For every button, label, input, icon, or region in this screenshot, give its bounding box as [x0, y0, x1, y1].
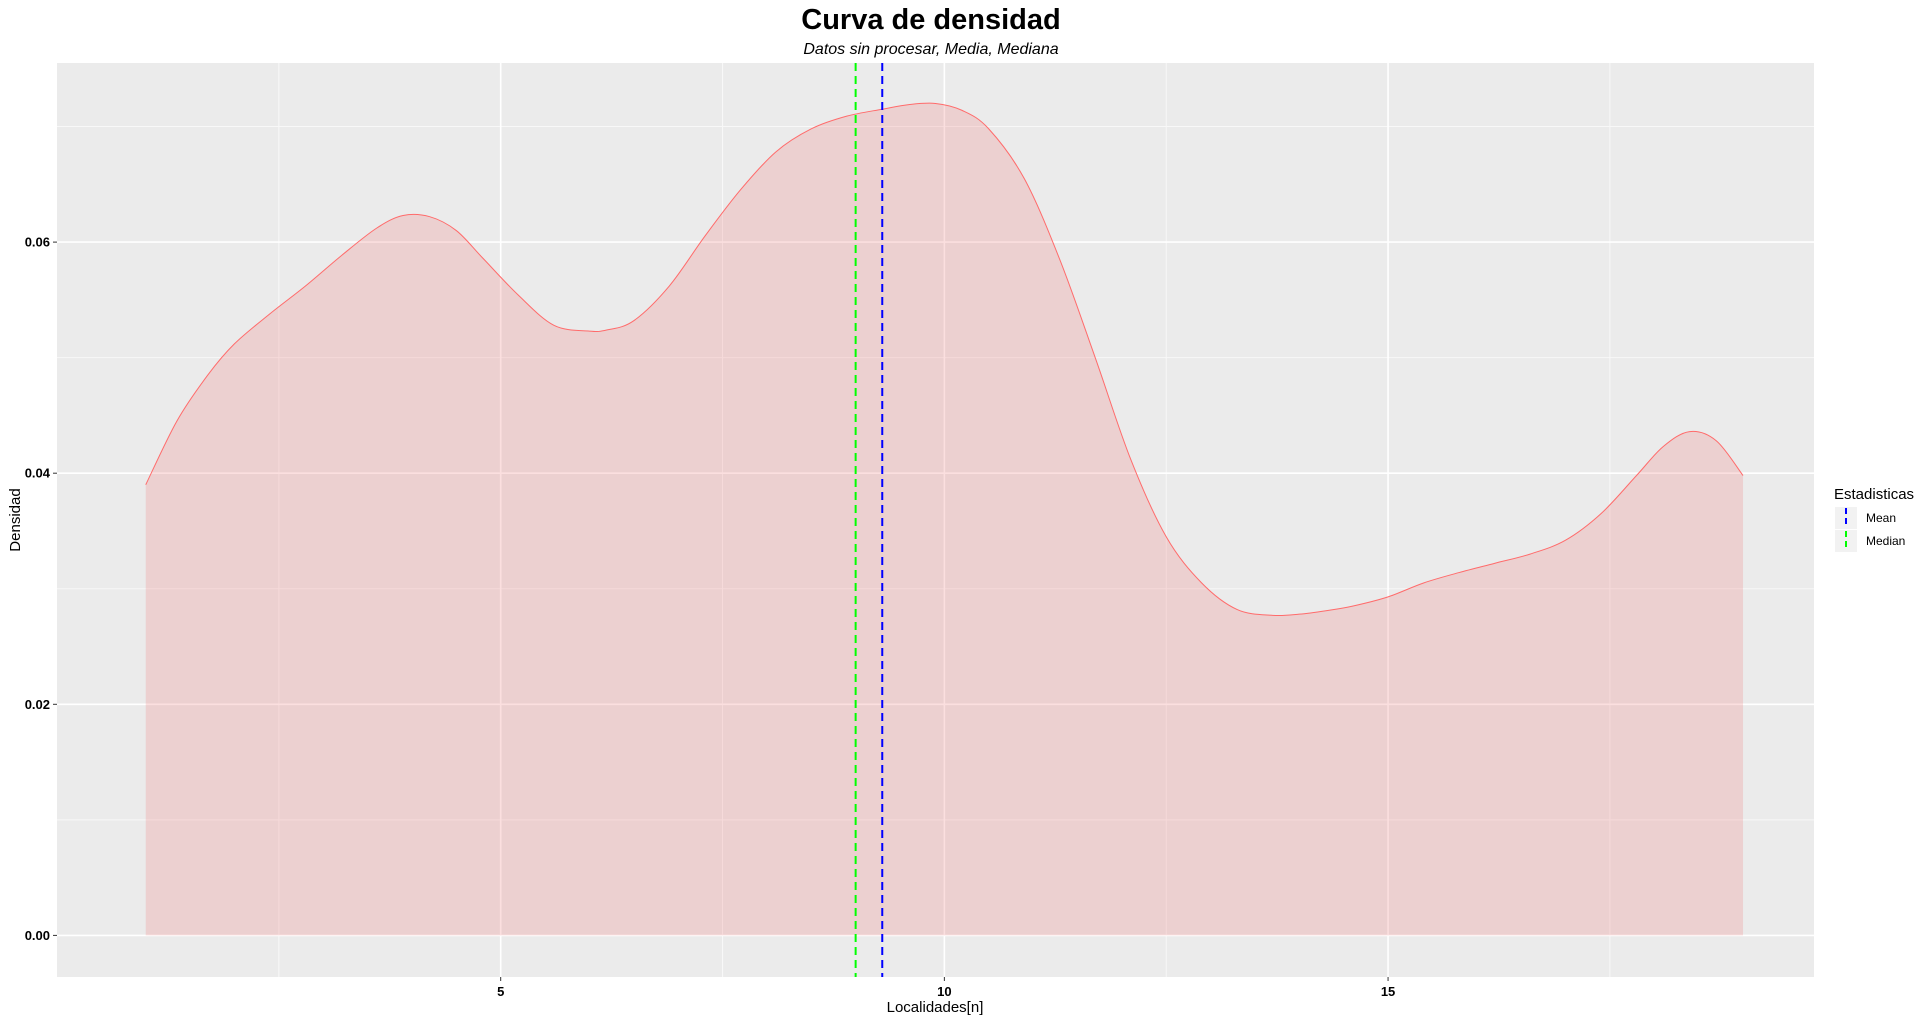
legend-title: Estadisticas: [1834, 486, 1914, 503]
x-tick-label: 10: [937, 984, 951, 999]
legend-label-mean: Mean: [1866, 511, 1896, 525]
x-tick-label: 15: [1381, 984, 1395, 999]
y-tick-label: 0.02: [25, 697, 50, 712]
minor-grid: [57, 63, 1814, 977]
x-tick-label: 5: [497, 984, 504, 999]
plot-panel: [57, 63, 1814, 977]
stat-lines: [854, 63, 884, 977]
density-area: [145, 103, 1744, 936]
x-axis-ticks: 5 10 15: [497, 977, 1395, 999]
legend-label-median: Median: [1866, 534, 1905, 548]
chart-subtitle: Datos sin procesar, Media, Mediana: [803, 41, 1058, 58]
y-tick-label: 0.04: [25, 466, 51, 481]
density-line: [145, 102, 1744, 617]
y-tick-label: 0.00: [25, 928, 50, 943]
y-axis-label: Densidad: [7, 488, 24, 551]
y-axis-ticks: 0.00 0.02 0.04 0.06: [25, 235, 57, 943]
chart-title: Curva de densidad: [801, 4, 1060, 36]
major-grid: [57, 63, 1814, 977]
legend: Estadisticas Mean Median: [1834, 486, 1914, 552]
legend-entries: Mean Median: [1835, 507, 1905, 552]
y-tick-label: 0.06: [25, 235, 50, 250]
x-axis-label: Localidades[n]: [887, 999, 984, 1016]
